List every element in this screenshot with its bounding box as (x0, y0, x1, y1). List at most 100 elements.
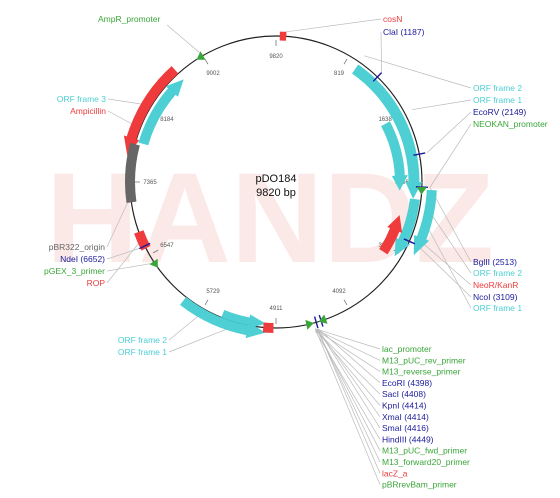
leader-line (283, 18, 382, 33)
cosn-arc (279, 31, 287, 41)
plasmid-size: 9820 bp (256, 187, 296, 199)
feature-label: cosN (383, 14, 402, 24)
tick-label: 9820 (269, 54, 283, 60)
leader-line (318, 330, 381, 474)
lacz-a-arc (262, 322, 274, 333)
feature-label: SmaI (4416) (382, 423, 429, 433)
leader-line (416, 244, 472, 298)
feature-label: M13_pUC_rev_primer (382, 355, 466, 365)
leader-line (107, 110, 132, 124)
feature-label: lacZ_a (382, 468, 408, 478)
leader-line (316, 328, 381, 451)
hindiii-site (313, 316, 319, 329)
tick-mark (204, 299, 209, 306)
clai-site (372, 72, 383, 82)
feature-label: pGEX_3_primer (44, 266, 105, 276)
tick-label: 1638 (378, 117, 392, 123)
feature-label: M13_reverse_primer (382, 367, 461, 377)
feature-label: ORF frame 1 (118, 347, 167, 357)
feature-label: NdeI (6652) (60, 254, 105, 264)
leader-line (317, 328, 381, 418)
feature-label: ClaI (1187) (383, 27, 425, 37)
ecorv-site (413, 152, 426, 156)
tick-mark (343, 299, 348, 306)
tick-mark (204, 58, 209, 65)
leader-line (426, 111, 472, 153)
leader-line (315, 328, 381, 350)
orf-frame-1-arc-bottom (221, 310, 267, 329)
neokan-promoter-marker (416, 186, 427, 195)
tick-label: 7365 (143, 180, 157, 186)
neor-kanr-arc (379, 215, 403, 255)
leader-line (380, 31, 382, 73)
orf-frame-2-arc (352, 64, 423, 199)
orf-frame-2-arc-right (413, 189, 437, 256)
feature-label: pBRrevBam_primer (382, 480, 457, 490)
leader-line (424, 221, 472, 309)
orf-frame-2-arc-bottom (180, 297, 266, 339)
orf-frame-3-arc (138, 79, 184, 146)
orf-frame-1-arc-right (394, 198, 420, 257)
leader-line (411, 99, 472, 111)
feature-label: BglII (2513) (473, 257, 517, 267)
feature-labels: AmpR_promoter cosN ClaI (1187) ORF frame 2 O… (44, 14, 548, 490)
leader-line (106, 202, 128, 248)
leader-line (317, 330, 381, 372)
tick-label: 5729 (206, 289, 220, 295)
ampicillin-arc (123, 66, 179, 156)
leader-line (166, 24, 204, 56)
feature-label: KpnI (4414) (382, 401, 427, 411)
tick-label: 9002 (206, 71, 220, 77)
tick-label: 4911 (270, 306, 284, 312)
label-leader-lines (106, 18, 472, 485)
feature-label: lac_promoter (382, 344, 432, 354)
feature-label: ROP (87, 278, 106, 288)
feature-label: ORF frame 2 (118, 335, 167, 345)
feature-label: NeoR/KanR (473, 280, 518, 290)
feature-label: SacI (4408) (382, 389, 426, 399)
feature-label: ORF frame 2 (473, 83, 522, 93)
feature-label: ORF frame 2 (473, 268, 522, 278)
tick-label: 8184 (160, 117, 174, 123)
tick-mark (152, 249, 159, 254)
leader-line (106, 247, 142, 260)
leader-line (318, 328, 381, 384)
leader-line (318, 329, 381, 429)
feature-label: ORF frame 1 (473, 303, 522, 313)
feature-label: NcoI (3109) (473, 292, 518, 302)
feature-label: M13_pUC_fwd_primer (382, 446, 467, 456)
tick-label: 4092 (332, 289, 346, 295)
feature-label: ORF frame 3 (57, 94, 106, 104)
feature-label: ORF frame 1 (473, 95, 522, 105)
tick-mark (343, 58, 348, 65)
leader-line (364, 55, 472, 89)
feature-label: EcoRV (2149) (473, 107, 526, 117)
feature-label: EcoRI (4398) (382, 378, 432, 388)
leader-line (418, 239, 472, 286)
orf-frame-1-arc-upper (381, 121, 408, 191)
feature-label: Ampicillin (70, 106, 106, 116)
leader-line (106, 263, 151, 272)
feature-arcs (123, 31, 437, 339)
feature-label: NEOKAN_promoter (473, 119, 548, 129)
ndei-site (139, 242, 151, 250)
leader-line (315, 328, 381, 485)
feature-label: AmpR_promoter (98, 14, 161, 24)
feature-label: XmaI (4414) (382, 412, 429, 422)
ncoi-site (403, 238, 416, 245)
ampr-promoter-marker (196, 51, 206, 60)
tick-label: 6547 (160, 243, 174, 249)
leader-line (316, 329, 381, 361)
plasmid-name: pDO184 (256, 173, 297, 185)
m13-fwd-primer-marker (318, 314, 328, 324)
leader-line (168, 315, 200, 341)
leader-line (106, 242, 140, 284)
leader-line (168, 328, 229, 353)
leader-line (107, 98, 141, 105)
leader-line (427, 208, 472, 274)
leader-line (429, 123, 472, 188)
lac-promoter-marker (305, 319, 314, 330)
feature-label: M13_forward20_primer (382, 457, 470, 467)
tick-label: 819 (334, 71, 345, 77)
